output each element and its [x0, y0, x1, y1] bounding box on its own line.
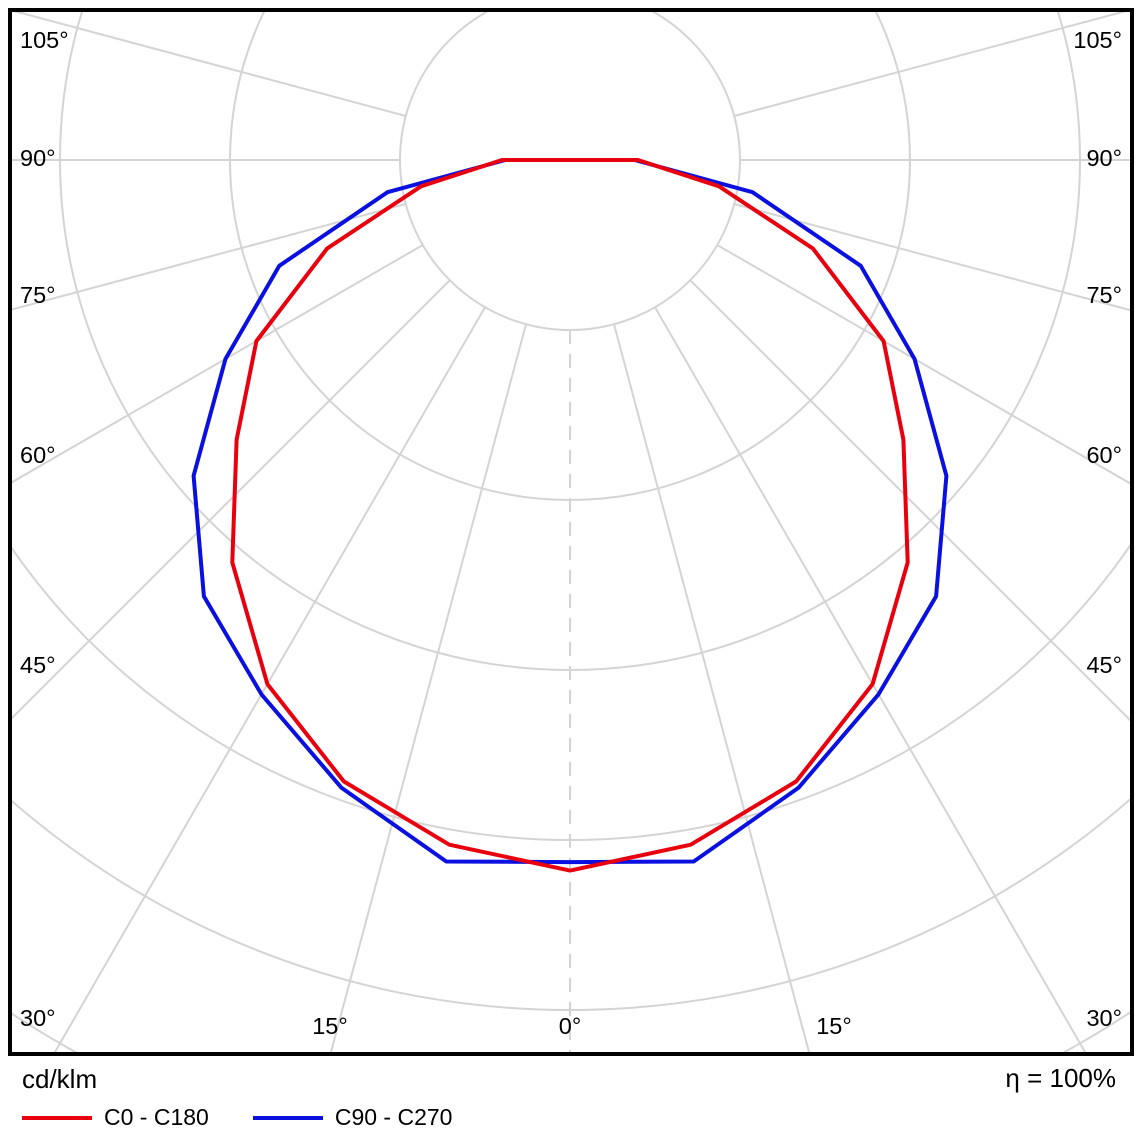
curve-c0-c180: [230, 158, 910, 873]
units-label: cd/klm: [22, 1064, 98, 1094]
angle-label-right-60: 60°: [1086, 442, 1122, 468]
legend-line-blue-icon: [252, 1115, 323, 1120]
angle-label-bottom-15: 15°: [312, 1013, 348, 1039]
grid-ray: [329, 323, 527, 1052]
angle-label-right-45: 45°: [1086, 652, 1122, 678]
angle-label-bottom-15: 15°: [816, 1013, 852, 1039]
grid-ray: [53, 306, 486, 1052]
grid-ray: [13, 12, 407, 117]
grid-ray: [12, 244, 424, 484]
angle-label-left-90: 90°: [20, 145, 56, 171]
angle-label-right-75: 75°: [1086, 282, 1122, 308]
angle-label-right-30: 30°: [1086, 1005, 1122, 1031]
angle-label-right-105: 105°: [1073, 27, 1122, 53]
grid-ray: [613, 323, 811, 1052]
chart-footer: cd/klm η = 100% C0 - C180 C90 - C270: [0, 1062, 1142, 1132]
legend-item-c90-c270: C90 - C270: [252, 1104, 453, 1131]
grid-ray: [689, 279, 1130, 722]
legend-label-c0-c180: C0 - C180: [104, 1104, 209, 1130]
grid-ring: [229, 12, 911, 501]
efficiency-label: η = 100%: [1005, 1063, 1116, 1093]
angle-label-left-105: 105°: [20, 27, 69, 53]
polar-grid: [12, 12, 1130, 1052]
grid-ray: [716, 244, 1130, 485]
angle-label-left-60: 60°: [20, 442, 56, 468]
legend: C0 - C180 C90 - C270: [22, 1104, 452, 1131]
grid-ray: [733, 12, 1127, 117]
angle-label-left-45: 45°: [20, 652, 56, 678]
angle-label-left-30: 30°: [20, 1005, 56, 1031]
legend-item-c0-c180: C0 - C180: [22, 1104, 209, 1131]
angle-label-left-75: 75°: [20, 282, 56, 308]
angle-label-right-90: 90°: [1086, 145, 1122, 171]
grid-ray: [733, 203, 1130, 312]
angle-label-bottom-0: 0°: [559, 1013, 581, 1039]
polar-photometric-chart: 105° 90° 75° 60° 45° 30° 105° 90° 75° 60° 45° 30° 15…: [8, 8, 1134, 1056]
legend-label-c90-c270: C90 - C270: [334, 1104, 453, 1130]
grid-ray: [12, 203, 407, 311]
grid-ray: [654, 306, 1087, 1052]
chart-border: [8, 8, 1134, 1056]
grid-ring: [399, 12, 741, 331]
grid-ray: [12, 279, 451, 720]
curve-c90-c270: [191, 158, 949, 865]
legend-line-red-icon: [22, 1115, 92, 1120]
